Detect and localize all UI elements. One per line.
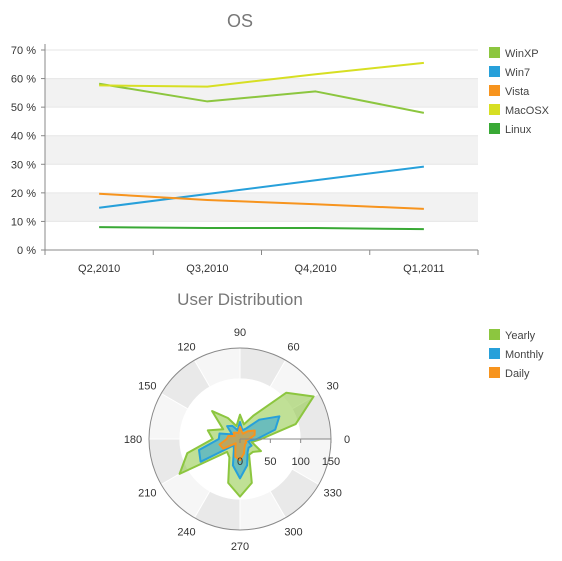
- x-tick-label: Q3,2010: [186, 263, 228, 275]
- series-area-daily: [218, 425, 256, 462]
- angle-tick-label: 330: [323, 488, 341, 500]
- series-line-macosx: [99, 61, 424, 88]
- y-tick-label: 20 %: [11, 188, 36, 200]
- polar-spoke: [292, 468, 320, 485]
- series-lines: [98, 61, 425, 231]
- legend-swatch: [489, 348, 500, 359]
- y-tick-label: 40 %: [11, 131, 36, 143]
- angle-tick-label: 180: [124, 434, 142, 446]
- series-areas: [178, 391, 315, 498]
- y-axis-ticks: 0 % 10 % 20 % 30 % 40 % 50 % 60 % 70 %: [11, 45, 45, 257]
- legend-swatch: [489, 329, 500, 340]
- series-line-win7: [98, 165, 425, 209]
- angle-tick-label: 90: [234, 327, 246, 339]
- radius-tick-label: 100: [291, 456, 309, 468]
- legend: Yearly Monthly Daily: [489, 329, 544, 380]
- x-axis-ticks: Q2,2010 Q3,2010 Q4,2010 Q1,2011: [44, 250, 479, 275]
- chart-title: User Distribution: [177, 290, 303, 309]
- legend-label: MacOSX: [505, 105, 550, 117]
- legend-swatch: [489, 123, 500, 134]
- radius-tick-label: 50: [264, 456, 276, 468]
- y-tick-label: 70 %: [11, 45, 36, 57]
- y-tick-label: 10 %: [11, 216, 36, 228]
- user-distribution-polar-chart: User Distribution 0 50 100 150 0 30 60 90 120 15…: [124, 290, 544, 553]
- os-line-chart: OS 0 % 10 % 20 % 30 % 40 % 50 % 60 % 70 % Q2,20…: [11, 11, 550, 275]
- y-tick-label: 30 %: [11, 159, 36, 171]
- polar-spoke: [269, 359, 286, 387]
- legend-swatch: [489, 47, 500, 58]
- legend-label: Vista: [505, 86, 530, 98]
- legend-swatch: [489, 85, 500, 96]
- angle-tick-label: 120: [177, 341, 195, 353]
- x-tick-label: Q4,2010: [295, 263, 337, 275]
- angle-tick-label: 30: [327, 381, 339, 393]
- polar-spoke: [160, 393, 188, 410]
- angle-tick-label: 150: [138, 381, 156, 393]
- chart-title: OS: [227, 11, 253, 31]
- y-tick-label: 0 %: [17, 245, 36, 257]
- legend-label: Win7: [505, 67, 530, 79]
- polar-spoke: [269, 491, 286, 519]
- x-tick-label: Q1,2011: [403, 263, 444, 275]
- angle-tick-label: 270: [231, 541, 249, 553]
- legend-label: Linux: [505, 124, 532, 136]
- series-line-vista: [99, 192, 424, 210]
- x-tick-label: Q2,2010: [78, 263, 120, 275]
- series-line-linux: [99, 226, 424, 231]
- grid-band: [45, 135, 478, 165]
- legend-swatch: [489, 66, 500, 77]
- polar-spoke: [194, 359, 211, 387]
- grid-bands: [45, 49, 478, 251]
- y-tick-label: 50 %: [11, 102, 36, 114]
- legend-label: Monthly: [505, 349, 544, 361]
- grid-band: [45, 78, 478, 108]
- polar-spoke: [194, 491, 211, 519]
- angle-tick-label: 60: [287, 341, 299, 353]
- angle-tick-label: 300: [284, 527, 302, 539]
- radius-axis: 0 50 100 150: [237, 438, 340, 468]
- radius-tick-label: 0: [237, 456, 243, 468]
- legend-label: Daily: [505, 368, 530, 380]
- radius-tick-label: 150: [322, 456, 340, 468]
- legend-swatch: [489, 367, 500, 378]
- angle-tick-label: 240: [177, 527, 195, 539]
- angle-tick-labels: 0 30 60 90 120 150 180 210 240 270 300 330: [124, 327, 350, 553]
- angle-tick-label: 0: [344, 434, 350, 446]
- angle-tick-label: 210: [138, 488, 156, 500]
- series-line-winxp: [98, 82, 425, 114]
- legend-label: WinXP: [505, 48, 539, 60]
- legend: WinXP Win7 Vista MacOSX Linux: [489, 47, 550, 136]
- y-tick-label: 60 %: [11, 74, 36, 86]
- legend-swatch: [489, 104, 500, 115]
- legend-label: Yearly: [505, 330, 536, 342]
